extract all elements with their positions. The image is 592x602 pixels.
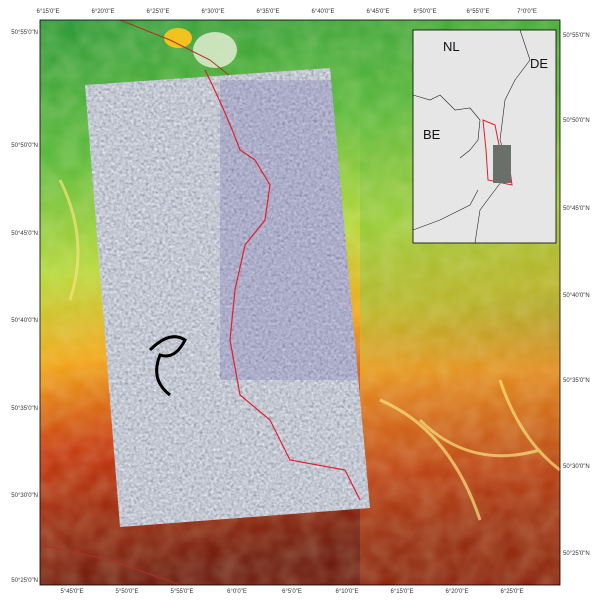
country-label: DE xyxy=(530,56,548,71)
bottom-axis-label: 6°5'0"E xyxy=(282,589,302,595)
page: {"top_axis_labels": ["6°15'0\"E", "6°20'… xyxy=(0,0,592,597)
inset-top-label: 6°55'0"E xyxy=(466,9,489,15)
top-axis-label: 6°35'0"E xyxy=(256,9,279,15)
bottom-axis-label: 5°55'0"E xyxy=(170,589,193,595)
inset-top-label: 6°50'0"E xyxy=(413,9,436,15)
bottom-axis-label: 6°25'0"E xyxy=(500,589,523,595)
right-axis-label: 50°35'0"N xyxy=(563,378,590,384)
left-axis-label: 50°35'0"N xyxy=(11,406,38,412)
inset-top-label: 7°0'0"E xyxy=(517,9,537,15)
left-axis-label: 50°40'0"N xyxy=(11,318,38,324)
map: 6°15'0"E 6°20'0"E 6°25'0"E 6°30'0"E 6°35'0"E… xyxy=(0,0,592,597)
country-label: NL xyxy=(443,39,460,54)
left-axis-label: 50°30'0"N xyxy=(11,493,38,499)
right-axis-label: 50°30'0"N xyxy=(563,464,590,470)
bottom-axis-label: 6°10'0"E xyxy=(335,589,358,595)
bottom-axis-label: 5°50'0"E xyxy=(115,589,138,595)
bottom-axis-label: 5°45'0"E xyxy=(60,589,83,595)
bottom-axis-label: 6°15'0"E xyxy=(390,589,413,595)
right-axis-label: 50°25'0"N xyxy=(563,551,590,557)
top-axis-label: 6°20'0"E xyxy=(91,9,114,15)
right-axis-label: 50°50'0"N xyxy=(563,118,590,124)
bottom-axis-label: 6°20'0"E xyxy=(445,589,468,595)
left-axis-label: 50°55'0"N xyxy=(11,30,38,36)
top-axis-label: 6°45'0"E xyxy=(366,9,389,15)
top-axis-label: 6°30'0"E xyxy=(201,9,224,15)
top-axis-label: 6°25'0"E xyxy=(146,9,169,15)
right-axis-label: 50°45'0"N xyxy=(563,206,590,212)
country-label: BE xyxy=(423,127,441,142)
left-axis-label: 50°50'0"N xyxy=(11,143,38,149)
right-axis-label: 50°55'0"N xyxy=(563,33,590,39)
bottom-axis-label: 6°0'0"E xyxy=(227,589,247,595)
right-axis-label: 50°40'0"N xyxy=(563,293,590,299)
left-axis-label: 50°45'0"N xyxy=(11,231,38,237)
top-axis-label: 6°15'0"E xyxy=(36,9,59,15)
top-axis-label: 6°40'0"E xyxy=(311,9,334,15)
satellite-image xyxy=(80,60,380,530)
left-axis-label: 50°25'0"N xyxy=(11,578,38,584)
